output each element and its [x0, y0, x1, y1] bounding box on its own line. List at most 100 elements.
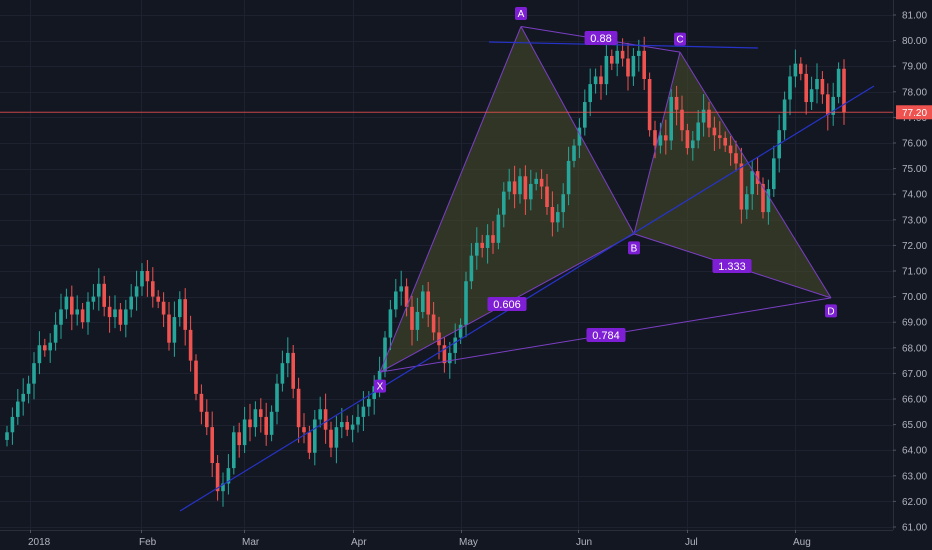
candle-body: [124, 309, 128, 325]
candle-body: [491, 235, 495, 243]
candle-body: [10, 416, 15, 433]
candle-body: [804, 73, 808, 103]
candle-body: [653, 130, 657, 146]
candle-body: [377, 370, 382, 387]
candle-body: [5, 432, 9, 440]
candle-body: [696, 122, 700, 141]
ratio-label: 0.606: [493, 299, 521, 311]
candle-body: [48, 342, 52, 351]
candle-body: [815, 79, 819, 90]
candle-body: [32, 363, 36, 384]
candle-body: [178, 299, 182, 318]
point-label-d: D: [827, 306, 834, 317]
candle-body: [345, 422, 349, 430]
y-tick-label: 70.00: [902, 292, 927, 303]
candle-body: [172, 317, 177, 343]
point-badge: [674, 32, 686, 46]
candle-body: [615, 50, 619, 64]
y-tick-label: 81.00: [902, 11, 927, 22]
candle-body: [588, 84, 592, 103]
point-label-b: B: [631, 243, 638, 254]
candle-body: [37, 345, 42, 364]
candle-body: [529, 183, 533, 200]
candle-body: [718, 135, 722, 138]
candle-body: [410, 306, 414, 330]
y-tick-label: 73.00: [902, 215, 927, 226]
candle-body: [237, 432, 241, 446]
candle-body: [626, 58, 630, 77]
candle-body: [550, 207, 555, 223]
point-badge: [515, 7, 527, 21]
candle-body: [496, 214, 501, 243]
y-tick-label: 67.00: [902, 369, 927, 380]
candle-body: [766, 189, 771, 213]
candle-body: [275, 383, 279, 412]
candle-body: [556, 212, 560, 223]
candle-body: [307, 432, 312, 453]
last-price-label: 77.20: [902, 108, 927, 119]
leg-xa: [379, 26, 522, 373]
candle-body: [772, 158, 776, 190]
candle-body: [669, 96, 673, 141]
candle-body: [329, 429, 333, 448]
y-tick-label: 68.00: [902, 343, 927, 354]
y-tick-label: 80.00: [902, 36, 927, 47]
candle-body: [210, 427, 214, 463]
point-label-c: C: [676, 35, 683, 46]
candle-body: [539, 178, 544, 187]
candle-body: [205, 411, 209, 428]
candle-body: [431, 314, 436, 333]
candle-body: [221, 483, 225, 492]
candle-body: [140, 271, 144, 287]
candle-body: [831, 96, 835, 115]
ratio-label: 0.88: [590, 33, 611, 45]
candle-body: [383, 337, 387, 371]
ratio-label: 0.784: [592, 330, 620, 342]
candle-body: [43, 345, 47, 351]
candle-body: [685, 130, 690, 149]
time-axis[interactable]: 2018 Feb Mar Apr May Jun Jul Aug: [28, 530, 811, 548]
y-tick-label: 64.00: [902, 446, 927, 457]
candle-body: [59, 309, 63, 325]
point-label-a: A: [518, 9, 525, 20]
candle-body: [64, 296, 69, 310]
candle-body: [102, 283, 106, 307]
candle-body: [269, 411, 274, 435]
candle-body: [404, 286, 409, 307]
candle-body: [70, 296, 74, 315]
x-tick-label: Mar: [242, 537, 260, 548]
candle-body: [183, 299, 187, 330]
candle-body: [226, 468, 231, 484]
candle-body: [750, 171, 754, 195]
candle-body: [642, 50, 646, 79]
candle-body: [296, 388, 301, 428]
x-tick-label: 2018: [28, 537, 51, 548]
y-tick-label: 79.00: [902, 62, 927, 73]
candle-body: [782, 99, 787, 131]
support-trendline: [179, 85, 875, 512]
candle-body: [302, 427, 306, 433]
candle-body: [426, 291, 430, 315]
price-axis[interactable]: 61.00 62.00 63.00 64.00 65.00 66.00 67.00 68.00…: [893, 11, 932, 534]
candle-body: [118, 309, 123, 325]
point-badge: [628, 241, 640, 255]
candle-body: [367, 399, 371, 407]
candle-body: [647, 79, 652, 131]
y-tick-label: 65.00: [902, 420, 927, 431]
candle-body: [194, 360, 198, 394]
x-tick-label: Apr: [351, 537, 367, 548]
leg-ab: [520, 26, 635, 235]
candle-body: [145, 271, 150, 282]
point-label-x: X: [377, 382, 384, 393]
candle-body: [680, 109, 684, 131]
y-tick-label: 71.00: [902, 267, 927, 278]
candle-body: [739, 163, 744, 210]
candle-body: [793, 63, 798, 77]
candle-body: [475, 242, 479, 256]
candle-body: [394, 291, 398, 310]
candle-body: [545, 186, 549, 207]
candle-body: [577, 127, 582, 146]
candle-body: [583, 102, 587, 128]
candle-body: [286, 352, 290, 364]
